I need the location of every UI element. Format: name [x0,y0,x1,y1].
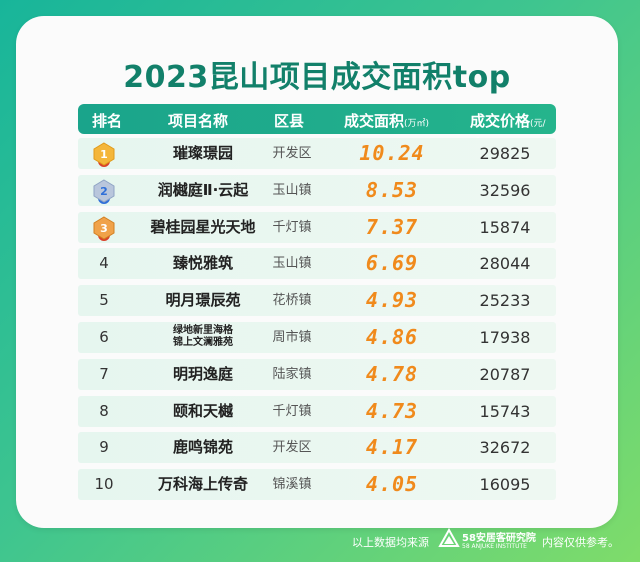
project-name: 明月璟辰苑 [165,291,241,310]
deal-area: 4.17 [365,435,419,460]
deal-price: 28044 [479,254,531,274]
project-name: 璀璨璟园 [172,144,233,162]
deal-area: 10.24 [359,141,425,165]
header-district: 区县 [274,112,305,130]
rank: 6 [99,327,109,346]
anjuke-logo-icon [438,528,460,547]
logo-subtext: 58 ANJUKE INSTITUTE [462,543,527,550]
deal-area: 4.78 [365,361,419,386]
deal-area: 4.73 [365,398,419,423]
deal-price: 17938 [479,327,531,347]
deal-area: 7.37 [365,214,419,239]
gold-medal-icon: 1 [93,142,115,167]
district: 陆家镇 [272,366,312,382]
rank: 4 [99,254,109,273]
svg-text:1: 1 [100,148,108,161]
silver-medal-icon: 2 [93,179,115,204]
footer-source: 以上数据均来源 [352,536,429,549]
header-name: 项目名称 [168,112,229,130]
project-name: 明玥逸庭 [172,364,233,383]
deal-area: 4.05 [365,472,419,497]
deal-price: 32672 [479,438,531,458]
page-title: 2023昆山项目成交面积top [123,60,511,95]
deal-price: 32596 [479,180,531,200]
logo-text: 58安居客研究院 [462,533,536,544]
deal-price: 15874 [479,217,531,237]
table-row: 8 颐和天樾 千灯镇 4.73 15743 [78,395,556,427]
table-row: 2 润樾庭Ⅱ·云起 玉山镇 8.53 32596 [78,174,556,206]
rank: 10 [94,475,114,494]
district: 开发区 [272,440,312,456]
district: 千灯镇 [272,403,312,419]
svg-text:3: 3 [100,222,108,235]
area-unit: (万㎡) [404,119,430,129]
project-name-line-2: 锦上文澜雅苑 [173,336,233,348]
footer-disclaimer: 内容仅供参考。 [542,536,619,549]
project-name: 鹿鸣锦苑 [172,438,233,457]
card: 2023昆山项目成交面积top 排名 项目名称 区县 成交面积(万㎡) 成交价格… [16,16,618,528]
bronze-medal-icon: 3 [93,216,115,241]
table-row: 10 万科海上传奇 锦溪镇 4.05 16095 [78,469,556,501]
table-row: 6 绿地新里海格 锦上文澜雅苑 周市镇 4.86 17938 [78,321,556,356]
header-rank: 排名 [92,112,123,130]
rank: 9 [99,438,109,457]
project-name: 万科海上传奇 [157,475,248,494]
district: 玉山镇 [272,256,312,272]
district: 周市镇 [272,329,312,345]
rank: 5 [99,291,109,310]
rank: 7 [99,364,109,383]
project-name-line-1: 绿地新里海格 [173,324,233,336]
project-name: 臻悦雅筑 [172,254,233,273]
deal-area: 4.93 [365,288,419,313]
project-name: 润樾庭Ⅱ·云起 [157,180,249,199]
project-name: 绿地新里海格 锦上文澜雅苑 [128,325,278,356]
header-area: 成交面积(万㎡) [344,112,430,130]
table-row: 9 鹿鸣锦苑 开发区 4.17 32672 [78,432,556,464]
table-row: 5 明月璟辰苑 花桥镇 4.93 25233 [78,285,556,317]
district: 玉山镇 [272,182,312,198]
table-row: 7 明玥逸庭 陆家镇 4.78 20787 [78,358,556,390]
deal-price: 15743 [479,401,531,421]
deal-price: 25233 [479,291,531,311]
table-header: 排名 项目名称 区县 成交面积(万㎡) 成交价格(元/㎡) [78,104,556,148]
svg-text:2: 2 [100,185,108,198]
district: 开发区 [272,146,312,161]
district: 锦溪镇 [272,477,312,493]
deal-price: 29825 [479,144,531,163]
district: 花桥镇 [272,293,312,309]
project-name: 碧桂园星光天地 [150,217,256,236]
deal-price: 20787 [479,364,531,384]
table-row: 4 臻悦雅筑 玉山镇 6.69 28044 [78,248,556,280]
deal-price: 16095 [479,475,531,495]
district: 千灯镇 [272,219,312,235]
deal-area: 4.86 [365,324,419,349]
table-row: 3 碧桂园星光天地 千灯镇 7.37 15874 [78,211,556,243]
rank: 8 [99,401,109,420]
table-body: 1 璀璨璟园 开发区 10.24 29825 2 润樾庭Ⅱ·云起 玉山镇 8.5… [78,138,556,506]
table-row: 1 璀璨璟园 开发区 10.24 29825 [78,138,556,169]
deal-area: 6.69 [365,251,419,276]
project-name: 颐和天樾 [172,401,233,420]
deal-area: 8.53 [365,177,419,202]
